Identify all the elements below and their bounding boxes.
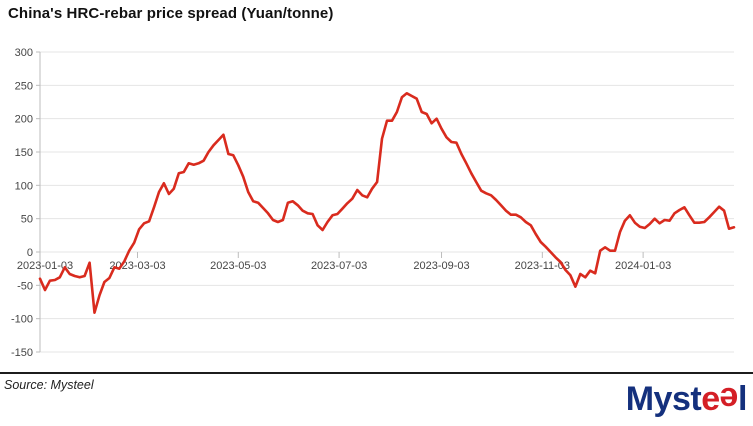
source-attribution: Source: Mysteel	[4, 378, 94, 392]
logo-text-myst: Myst	[625, 380, 702, 418]
mysteel-logo: Mysteel	[625, 380, 748, 418]
x-axis-label: 2024-01-03	[615, 260, 671, 272]
chart-title: China's HRC-rebar price spread (Yuan/ton…	[8, 5, 334, 22]
logo-text-e-flipped: e	[719, 380, 739, 418]
logo-text-e: e	[701, 380, 720, 418]
price-spread-line	[38, 92, 736, 314]
x-axis-label: 2023-11-03	[515, 260, 570, 272]
y-axis-label: 100	[15, 180, 33, 192]
footer-divider	[0, 372, 753, 374]
y-axis-label: -150	[11, 347, 33, 359]
x-axis-label: 2023-07-03	[311, 260, 367, 272]
y-axis-label: -100	[11, 314, 33, 326]
y-axis-label: 150	[15, 147, 33, 159]
y-axis-label: 300	[15, 47, 33, 59]
x-axis-label: 2023-09-03	[413, 260, 469, 272]
y-axis-label: 250	[15, 80, 33, 92]
logo-text-l: l	[738, 380, 747, 418]
x-axis-label: 2023-03-03	[109, 260, 165, 272]
x-axis-label: 2023-01-03	[17, 260, 73, 272]
y-axis-label: -50	[17, 280, 33, 292]
y-axis-label: 0	[27, 247, 33, 259]
x-axis-label: 2023-05-03	[210, 260, 266, 272]
y-axis-label: 50	[21, 214, 33, 226]
y-axis-label: 200	[15, 114, 33, 126]
